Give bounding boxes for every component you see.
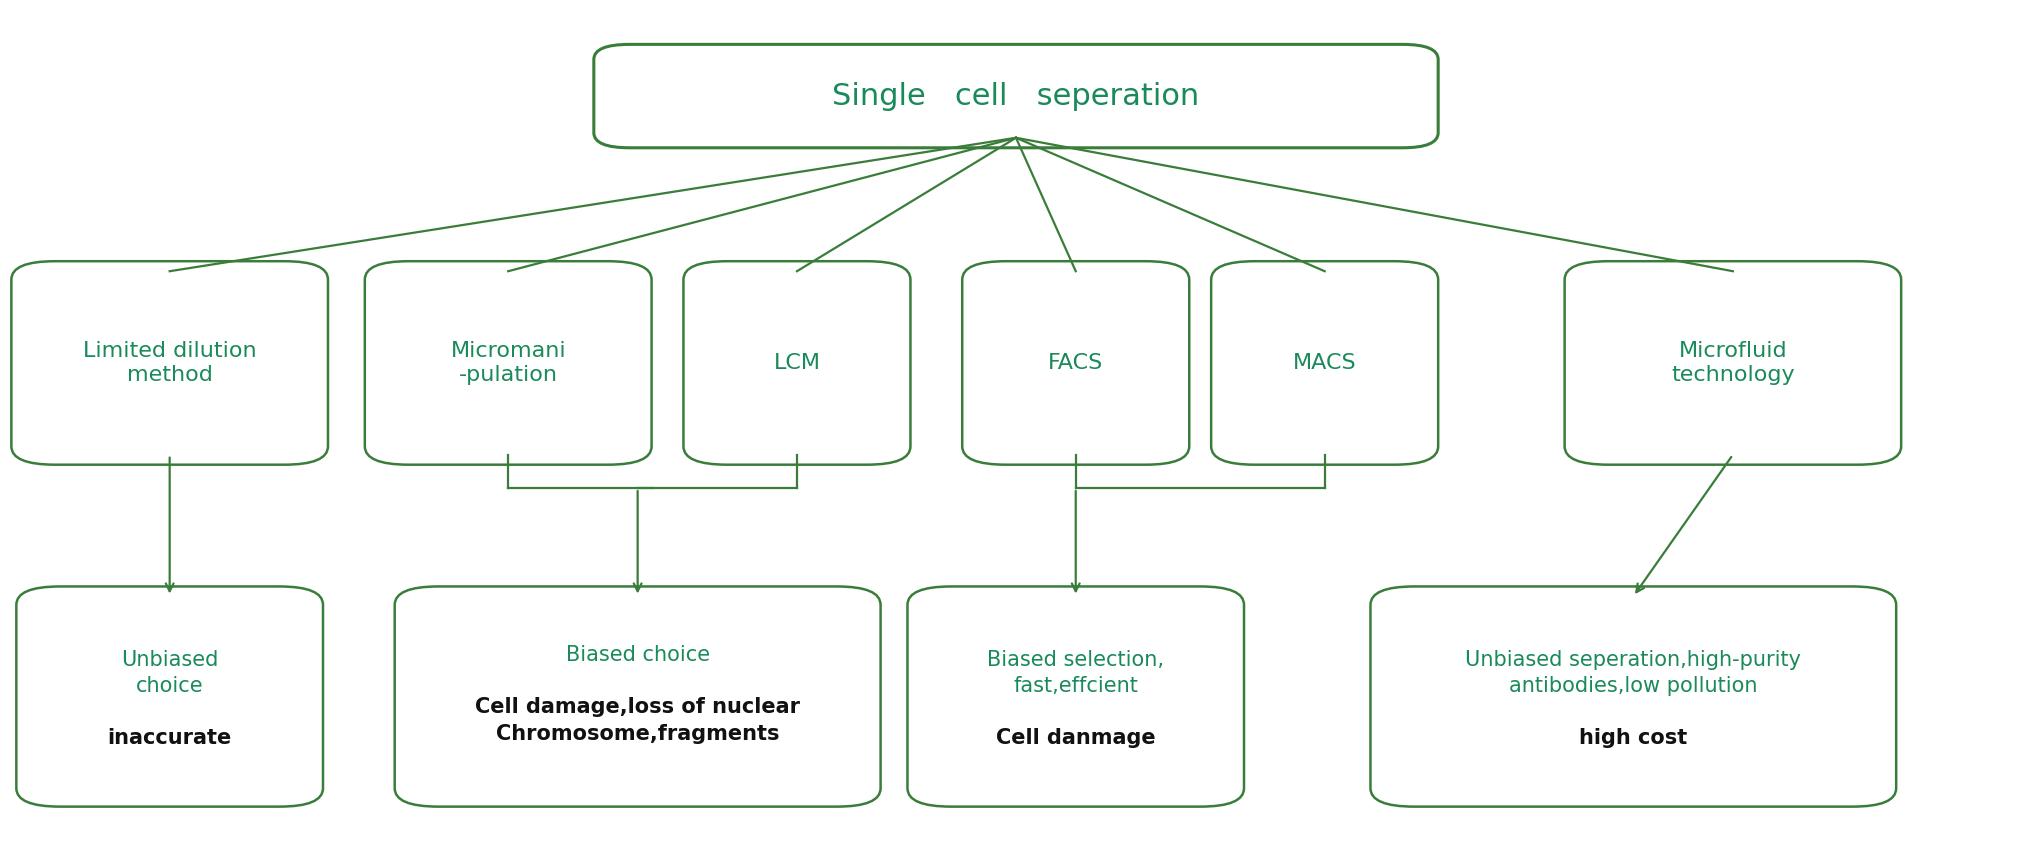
Text: high cost: high cost: [1579, 728, 1687, 748]
Text: Biased selection,
fast,effcient: Biased selection, fast,effcient: [988, 649, 1164, 696]
FancyBboxPatch shape: [683, 261, 910, 465]
FancyBboxPatch shape: [1565, 261, 1902, 465]
Text: Limited dilution
method: Limited dilution method: [83, 341, 256, 385]
FancyBboxPatch shape: [1370, 586, 1896, 807]
Text: Micromani
-pulation: Micromani -pulation: [451, 341, 567, 385]
Text: Biased choice: Biased choice: [565, 645, 709, 665]
Text: Unbiased
choice: Unbiased choice: [122, 649, 217, 696]
FancyBboxPatch shape: [366, 261, 652, 465]
FancyBboxPatch shape: [963, 261, 1189, 465]
Text: MACS: MACS: [1292, 353, 1357, 373]
Text: LCM: LCM: [774, 353, 821, 373]
Text: FACS: FACS: [1049, 353, 1103, 373]
Text: inaccurate: inaccurate: [108, 728, 232, 748]
Text: Cell danmage: Cell danmage: [996, 728, 1156, 748]
Text: Single   cell   seperation: Single cell seperation: [833, 82, 1199, 111]
FancyBboxPatch shape: [16, 586, 323, 807]
FancyBboxPatch shape: [394, 586, 880, 807]
FancyBboxPatch shape: [12, 261, 327, 465]
Text: Cell damage,loss of nuclear
Chromosome,fragments: Cell damage,loss of nuclear Chromosome,f…: [475, 697, 801, 744]
FancyBboxPatch shape: [593, 44, 1439, 148]
Text: Unbiased seperation,high-purity
antibodies,low pollution: Unbiased seperation,high-purity antibodi…: [1465, 649, 1800, 696]
FancyBboxPatch shape: [1211, 261, 1439, 465]
Text: Microfluid
technology: Microfluid technology: [1670, 341, 1794, 385]
FancyBboxPatch shape: [908, 586, 1244, 807]
